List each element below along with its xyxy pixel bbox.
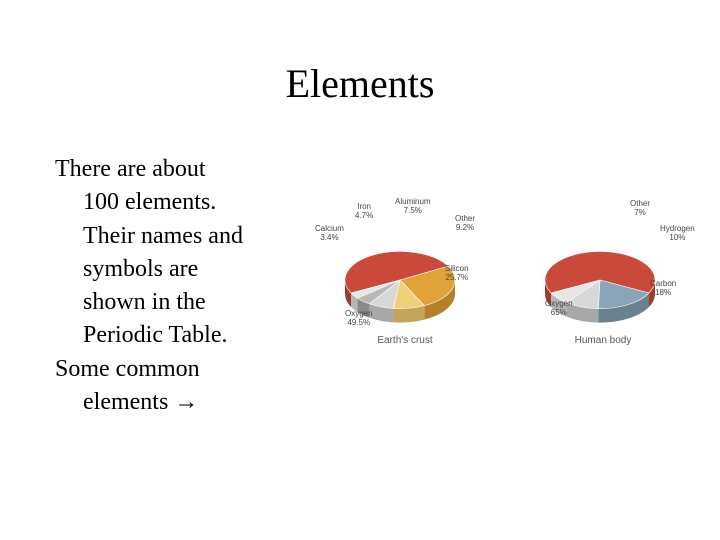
body-line: Some common xyxy=(55,355,290,384)
slice-label-oxygen-crust: Oxygen49.5% xyxy=(345,310,373,328)
body-text: There are about 100 elements. Their name… xyxy=(55,155,290,421)
body-line: Their names and xyxy=(55,222,290,251)
slice-label-iron: Iron4.7% xyxy=(355,203,373,221)
slice-label-hydrogen: Hydrogen10% xyxy=(660,225,695,243)
body-line: 100 elements. xyxy=(55,188,290,217)
slide: Elements There are about 100 elements. T… xyxy=(0,0,720,540)
slice-label-calcium: Calcium3.4% xyxy=(315,225,344,243)
slice-label-carbon: Carbon18% xyxy=(650,280,676,298)
slice-label-other-crust: Other9.2% xyxy=(455,215,475,233)
body-line: symbols are xyxy=(55,255,290,284)
page-title: Elements xyxy=(0,60,720,107)
chart-caption-crust: Earth's crust xyxy=(360,335,450,346)
slice-label-silicon: Silicon25.7% xyxy=(445,265,469,283)
body-line: elements → xyxy=(55,388,290,417)
charts-region: Oxygen49.5% Silicon25.7% Other9.2% Alumi… xyxy=(300,170,700,380)
body-line: There are about xyxy=(55,155,290,184)
body-line: shown in the xyxy=(55,288,290,317)
slice-label-other-body: Other7% xyxy=(630,200,650,218)
chart-caption-body: Human body xyxy=(558,335,648,346)
slice-label-oxygen-body: Oxygen65% xyxy=(545,300,573,318)
body-line: Periodic Table. xyxy=(55,321,290,350)
slice-label-aluminum: Aluminum7.5% xyxy=(395,198,431,216)
